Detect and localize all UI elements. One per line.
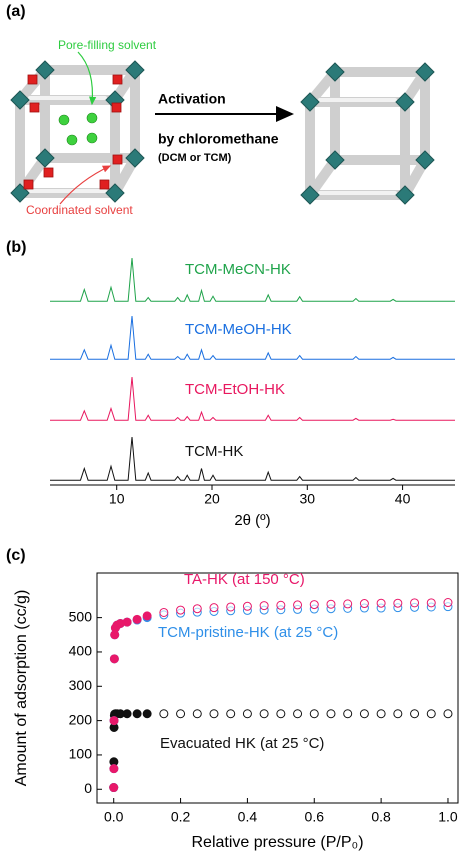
series-label: TCM-HK [185,443,243,460]
data-point [109,654,119,664]
data-point [226,709,236,719]
y-tick-label: 0 [84,780,92,796]
y-tick-label: 300 [69,677,93,693]
data-point [132,709,142,719]
data-point [410,598,420,608]
plot-frame [96,572,459,804]
x-axis-label: Relative pressure (P/P₀) [191,834,363,851]
x-tick-label: 0.2 [171,809,191,825]
x-tick-label: 30 [300,491,316,507]
x-tick-label: 10 [109,491,125,507]
data-point [343,709,353,719]
arrow-label: Activation [158,91,226,107]
series-label: TCM-pristine-HK (at 25 °C) [158,624,338,641]
data-point [176,709,186,719]
data-point [393,709,403,719]
data-point [132,614,142,624]
data-point [209,603,219,613]
panel-label: (c) [6,547,26,564]
pattern-line [50,436,455,481]
annotation: Coordinated solvent [26,203,133,217]
data-point [109,716,119,726]
data-point [293,709,303,719]
pointer [77,51,97,106]
data-point [159,709,169,719]
cube-solvated [11,61,144,202]
x-tick-label: 20 [204,491,220,507]
pattern-line [50,376,455,421]
x-tick-label: 0.4 [238,809,258,825]
series-label: TA-HK (at 150 °C) [184,571,305,588]
x-tick-label: 0.8 [371,809,391,825]
data-point [109,764,119,774]
x-axis-label: 2θ (º) [234,512,270,529]
data-point [393,598,403,608]
data-point [426,598,436,608]
panel-label: (a) [6,3,26,20]
annotation: Pore-filling solvent [58,38,157,52]
data-point [276,600,286,610]
data-point [242,601,252,611]
data-point [109,783,119,793]
data-point [376,709,386,719]
y-tick-label: 100 [69,746,93,762]
data-point [326,599,336,609]
pointer [59,165,112,205]
data-point [142,611,152,621]
data-point [309,600,319,610]
y-tick-label: 200 [69,711,93,727]
data-point [293,600,303,610]
data-point [209,709,219,719]
arrow-note: (DCM or TCM) [158,152,232,164]
cube-activated [301,63,434,204]
data-point [276,709,286,719]
y-tick-label: 400 [69,643,93,659]
y-tick-label: 500 [69,608,93,624]
data-point [309,709,319,719]
panel-label: (b) [6,239,26,256]
pattern-line [50,257,455,302]
data-point [259,601,269,611]
x-tick-label: 0.6 [305,809,325,825]
pattern-line [50,315,455,360]
data-point [159,607,169,617]
data-point [443,709,453,719]
series-label: TCM-EtOH-HK [185,381,285,398]
data-point [410,709,420,719]
data-point [176,605,186,615]
data-point [426,709,436,719]
series-label: Evacuated HK (at 25 °C) [160,735,324,752]
data-point [242,709,252,719]
series-label: TCM-MeCN-HK [185,261,291,278]
data-point [142,709,152,719]
arrow-label: by chloromethane [158,131,279,147]
data-point [192,604,202,614]
data-point [343,599,353,609]
series-label: TCM-MeOH-HK [185,321,292,338]
x-tick-label: 40 [395,491,411,507]
data-point [443,598,453,608]
data-point [192,709,202,719]
data-point [376,598,386,608]
data-point [326,709,336,719]
y-axis-label: Amount of adsorption (cc/g) [13,590,30,787]
data-point [359,709,369,719]
data-point [122,617,132,627]
x-tick-label: 1.0 [438,809,458,825]
data-point [359,599,369,609]
data-point [259,709,269,719]
data-point [122,709,132,719]
x-tick-label: 0.0 [104,809,124,825]
data-point [226,602,236,612]
